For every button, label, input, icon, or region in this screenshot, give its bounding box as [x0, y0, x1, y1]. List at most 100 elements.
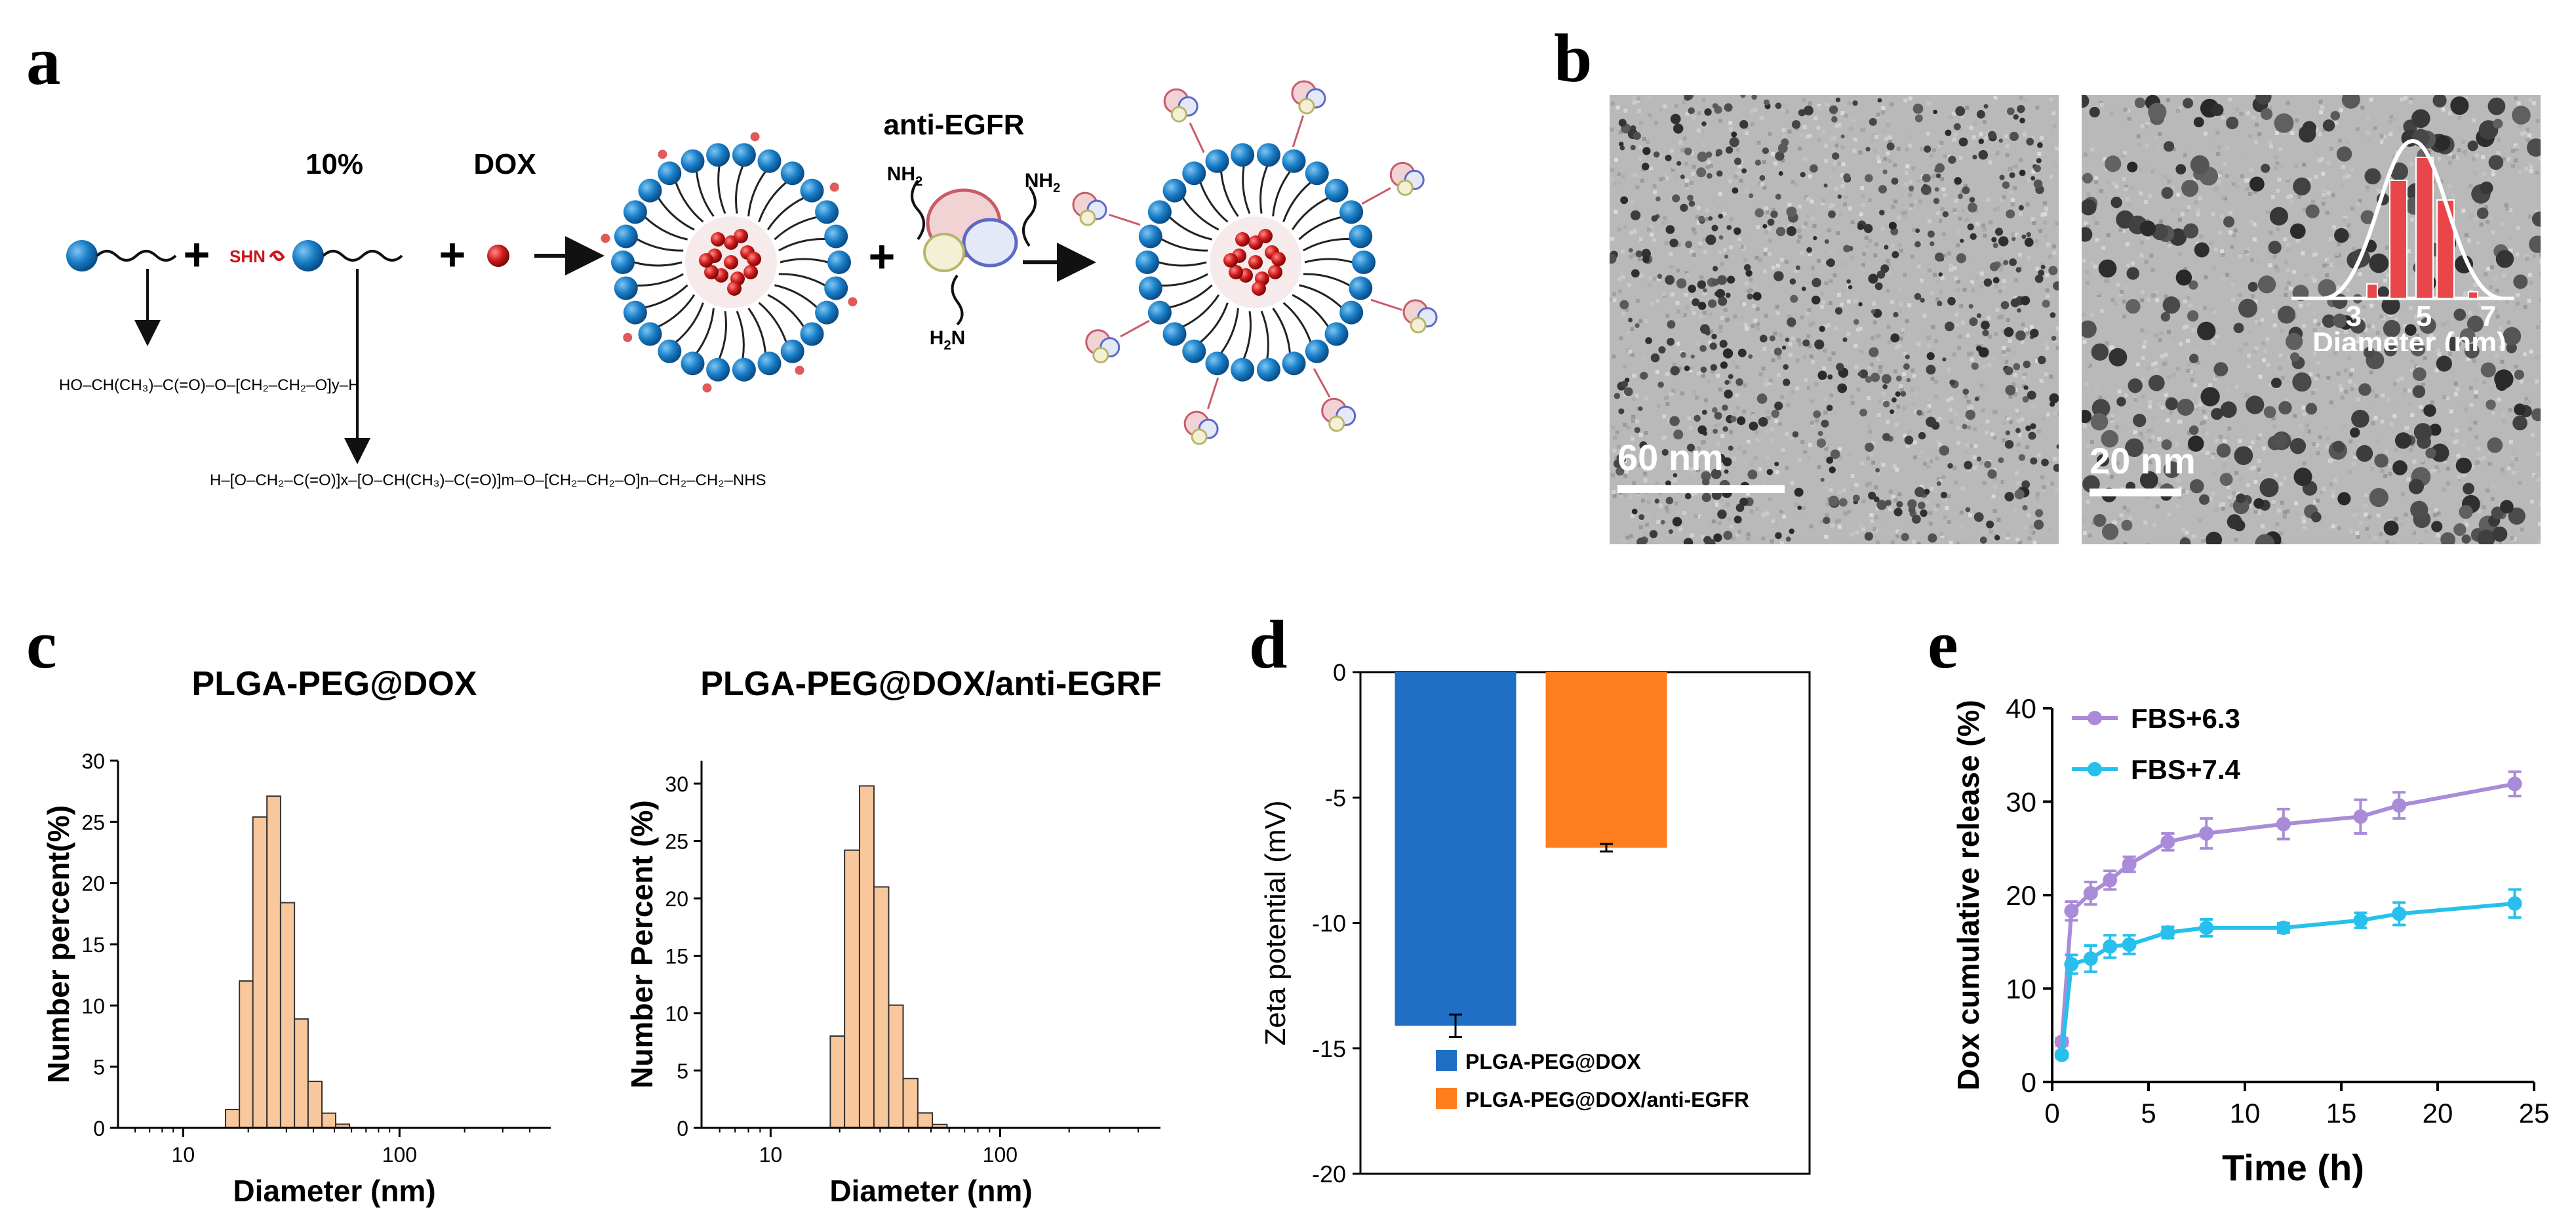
- tem-noise: [1799, 133, 1804, 138]
- tem-noise: [1855, 327, 1860, 332]
- tem-noise: [2366, 189, 2370, 193]
- nanoparticle-dot: [1712, 407, 1718, 413]
- polymer-chain: [1199, 302, 1229, 343]
- nanoparticle-dot: [1923, 184, 1928, 188]
- tem-noise: [2163, 127, 2168, 132]
- tem-noise: [1745, 130, 1749, 135]
- nanoparticle-dot: [2384, 343, 2397, 357]
- peg-head-bead: [681, 149, 705, 173]
- tem-noise: [2328, 182, 2332, 186]
- tem-noise: [1882, 391, 1886, 396]
- tem-noise: [1648, 276, 1653, 281]
- tem-noise: [2508, 408, 2512, 412]
- tem-noise: [1958, 523, 1963, 528]
- nanoparticle-dot: [1683, 538, 1694, 544]
- tem-noise: [2262, 358, 2267, 363]
- tem-noise: [2135, 362, 2140, 367]
- nanoparticle-dot: [1942, 357, 1947, 362]
- nanoparticle-dot: [1978, 150, 1989, 160]
- tem-noise: [2215, 374, 2219, 378]
- tem-noise: [2017, 540, 2022, 544]
- tem-noise: [1664, 396, 1669, 401]
- legend-label: PLGA-PEG@DOX: [1465, 1050, 1641, 1073]
- tem-noise: [2167, 243, 2171, 248]
- tem-noise: [1779, 257, 1784, 262]
- tem-noise: [1896, 405, 1901, 409]
- tem-noise: [2339, 387, 2344, 391]
- nanoparticle-dot: [1837, 194, 1842, 199]
- tem-noise: [1866, 424, 1871, 428]
- tem-noise: [2387, 287, 2391, 292]
- nanoparticle-dot: [2148, 374, 2165, 391]
- tem-noise: [2202, 429, 2206, 433]
- nanoparticle-dot: [1748, 354, 1753, 359]
- tem-noise: [1642, 356, 1646, 361]
- tem-noise: [1870, 519, 1874, 524]
- tem-noise: [1729, 217, 1734, 222]
- tem-noise: [1611, 490, 1615, 494]
- h2n-bottom: H2N: [930, 327, 965, 353]
- tem-noise: [2457, 148, 2461, 153]
- tem-noise: [2186, 296, 2190, 300]
- tem-noise: [1771, 349, 1775, 353]
- nanoparticle-dot: [2236, 493, 2246, 504]
- tem-noise: [2356, 335, 2361, 340]
- tem-noise: [2487, 346, 2492, 350]
- tem-noise: [2291, 298, 2296, 302]
- tem-noise: [1614, 248, 1619, 252]
- tem-noise: [1662, 414, 1667, 418]
- nanoparticle-dot: [2350, 318, 2366, 334]
- nanoparticle-dot: [1817, 431, 1823, 437]
- tem-noise: [2335, 254, 2339, 258]
- tem-noise: [2531, 101, 2536, 106]
- tem-noise: [2001, 329, 2006, 333]
- formula-plga-peg: HO–CH(CH₃)–C(=O)–O–[CH₂–CH₂–O]y–H: [59, 376, 359, 394]
- tem-noise: [2151, 416, 2156, 420]
- tem-noise: [2318, 435, 2322, 439]
- nanoparticle-dot: [1660, 519, 1665, 525]
- x-tick-label: 100: [382, 1143, 417, 1167]
- tem-noise: [2494, 353, 2499, 358]
- tem-noise: [2154, 290, 2158, 294]
- nanoparticle-dot: [2508, 507, 2526, 525]
- tem-noise: [2053, 102, 2057, 106]
- nanoparticle-dot: [2270, 377, 2282, 388]
- nanoparticle-dot: [1812, 277, 1821, 288]
- tem-noise: [2149, 253, 2154, 258]
- tem-noise: [1750, 122, 1754, 127]
- nanoparticle-dot: [1688, 200, 1695, 207]
- tem-noise: [1805, 134, 1810, 139]
- tem-noise: [1749, 509, 1754, 513]
- nanoparticle-dot: [1613, 459, 1623, 468]
- tem-noise: [2126, 108, 2131, 113]
- tem-noise: [2148, 439, 2152, 443]
- tem-noise: [2472, 359, 2476, 363]
- tem-noise: [2227, 498, 2231, 502]
- tem-noise: [2455, 428, 2459, 433]
- tem-noise: [1844, 195, 1848, 200]
- tem-noise: [2313, 500, 2318, 504]
- tem-noise: [1876, 540, 1880, 544]
- tem-noise: [1890, 540, 1895, 544]
- nanoparticle-dot: [1968, 304, 1973, 309]
- nanoparticle-dot: [2431, 521, 2443, 532]
- tem-noise: [2348, 439, 2353, 444]
- tem-noise: [1765, 210, 1770, 214]
- y-tick-label: 30: [81, 750, 105, 773]
- tem-noise: [2236, 491, 2240, 496]
- tem-noise: [1991, 494, 1996, 498]
- tem-noise: [1966, 217, 1970, 222]
- polymer-chain: [1168, 216, 1212, 241]
- tem-noise: [2288, 355, 2292, 360]
- tem-noise: [1957, 384, 1962, 389]
- tem-noise: [2042, 416, 2046, 421]
- nanoparticle-dot: [1665, 225, 1675, 234]
- tem-noise: [2520, 132, 2524, 136]
- tem-noise: [1746, 439, 1751, 444]
- tem-noise: [1684, 305, 1689, 310]
- tem-noise: [2508, 249, 2513, 253]
- tem-noise: [2096, 291, 2101, 296]
- tem-noise: [1678, 140, 1683, 145]
- tem-noise: [2345, 288, 2350, 292]
- tem-noise: [1860, 186, 1865, 190]
